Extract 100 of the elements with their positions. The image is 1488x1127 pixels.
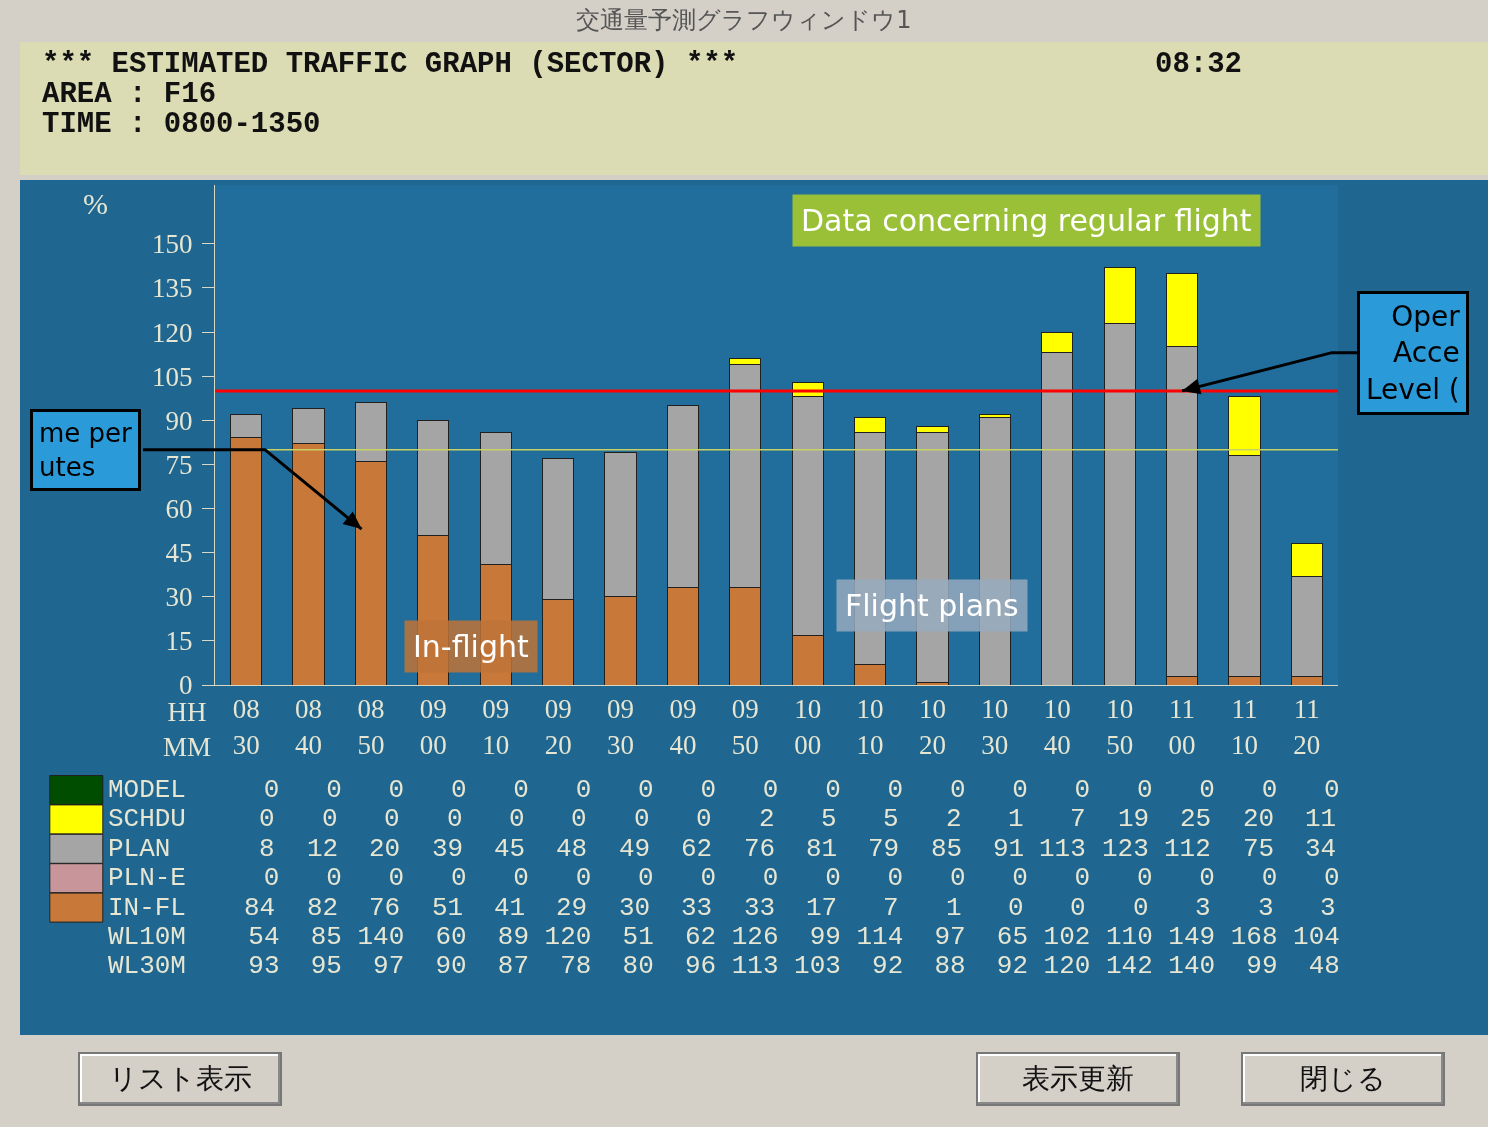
text: リスト表示 xyxy=(78,1052,282,1106)
data-label: 33 xyxy=(744,893,776,923)
y-tick-label: 135 xyxy=(152,273,193,304)
x-tick-label: 11 20 xyxy=(1293,694,1321,760)
text: 0 0 0 0 0 0 0 0 0 0 0 0 0 0 0 0 0 0 xyxy=(217,775,1340,805)
text: 交通量予測グラフウィンドウ1 xyxy=(575,5,913,36)
data-label: 0 xyxy=(259,804,275,834)
annotation: Data concerning regular flight xyxy=(801,203,1252,238)
data-label: 17 xyxy=(806,893,838,923)
x-tick-label: 08 50 xyxy=(357,694,385,760)
y-tick-label: 75 xyxy=(165,449,193,480)
annotation: Flight plans xyxy=(845,588,1019,623)
y-tick-label: 30 xyxy=(165,582,193,613)
data-label: 79 xyxy=(868,834,900,864)
data-label: 84 xyxy=(244,893,276,923)
data-label: 0 xyxy=(447,804,463,834)
legend-label: MODEL xyxy=(108,775,186,805)
data-label: 29 xyxy=(556,893,588,923)
annotation: In-flight xyxy=(413,629,529,664)
data-label: 123 xyxy=(1102,834,1149,864)
data-label: 85 xyxy=(931,834,963,864)
data-label: 0 xyxy=(384,804,400,834)
x-tick-label: 09 50 xyxy=(731,694,759,760)
x-tick-label: 11 10 xyxy=(1230,694,1258,760)
x-tick-label: 09 20 xyxy=(544,694,572,760)
text: WL10M 54 85 140 60 89 120 51 62 126 99 114 97 65 102 110 149 168 104 xyxy=(108,922,1340,952)
data-label: 62 xyxy=(681,834,713,864)
data-label: 8 xyxy=(259,834,275,864)
data-label: 20 xyxy=(1243,804,1275,834)
data-label: 48 xyxy=(556,834,588,864)
data-label: 0 xyxy=(634,804,650,834)
data-label: 19 xyxy=(1118,804,1150,834)
x-tick-label: 08 40 xyxy=(295,694,323,760)
data-label: 25 xyxy=(1180,804,1212,834)
text: WL30M 93 95 97 90 87 78 80 96 113 103 92 88 92 120 142 140 99 48 xyxy=(108,951,1340,981)
y-tick-label: 120 xyxy=(152,317,193,348)
data-label: 12 xyxy=(307,834,339,864)
text: 08:32 xyxy=(1155,48,1243,81)
x-tick-label: 10 20 xyxy=(918,694,946,760)
x-tick-label: 10 10 xyxy=(856,694,884,760)
data-label: 0 xyxy=(322,804,338,834)
data-label: 0 xyxy=(696,804,712,834)
chart-title: *** ESTIMATED TRAFFIC GRAPH (SECTOR) *** xyxy=(42,48,739,81)
data-label: 0 xyxy=(1133,893,1149,923)
data-label: 0 xyxy=(571,804,587,834)
y-axis-title: % xyxy=(83,187,108,220)
data-label: 76 xyxy=(369,893,401,923)
data-label: 3 xyxy=(1320,893,1336,923)
data-label: 49 xyxy=(619,834,651,864)
text: 表示更新 xyxy=(976,1052,1180,1106)
text: 0 0 0 0 0 0 0 0 0 0 0 0 0 0 0 0 0 0 xyxy=(217,863,1340,893)
x-tick-label: 11 00 xyxy=(1168,694,1196,760)
data-label: 81 xyxy=(806,834,838,864)
x-tick-label: 10 30 xyxy=(981,694,1009,760)
text: me per utes xyxy=(39,418,133,482)
data-label: 75 xyxy=(1243,834,1275,864)
x-tick-label: 10 40 xyxy=(1043,694,1071,760)
data-label: 2 xyxy=(946,804,962,834)
data-label: 33 xyxy=(681,893,713,923)
y-tick-label: 90 xyxy=(165,405,193,436)
data-label: 7 xyxy=(883,893,899,923)
data-label: 41 xyxy=(494,893,526,923)
data-label: 45 xyxy=(494,834,526,864)
data-label: 5 xyxy=(883,804,899,834)
data-label: 39 xyxy=(432,834,464,864)
y-tick-label: 45 xyxy=(165,538,193,569)
y-tick-label: 15 xyxy=(165,626,193,657)
x-tick-label: 09 30 xyxy=(607,694,635,760)
data-label: 2 xyxy=(759,804,775,834)
data-label: 3 xyxy=(1195,893,1211,923)
x-tick-label: 09 10 xyxy=(482,694,510,760)
data-label: 1 xyxy=(1008,804,1024,834)
text: 閉じる xyxy=(1241,1052,1445,1106)
data-label: 91 xyxy=(993,834,1025,864)
data-label: 7 xyxy=(1070,804,1086,834)
data-label: 3 xyxy=(1258,893,1274,923)
data-label: 1 xyxy=(946,893,962,923)
data-label: 0 xyxy=(509,804,525,834)
data-label: 113 xyxy=(1039,834,1086,864)
data-label: 76 xyxy=(744,834,776,864)
data-label: 30 xyxy=(619,893,651,923)
x-tick-label: 08 30 xyxy=(232,694,260,760)
x-tick-label: 09 40 xyxy=(669,694,697,760)
chart-subtitle: AREA : F16 TIME : 0800-1350 xyxy=(42,78,321,141)
data-label: 51 xyxy=(432,893,464,923)
data-label: 112 xyxy=(1164,834,1211,864)
data-label: 5 xyxy=(821,804,837,834)
data-label: 0 xyxy=(1008,893,1024,923)
legend-label: SCHDU xyxy=(108,804,186,834)
data-label: 34 xyxy=(1305,834,1337,864)
x-tick-label: 09 00 xyxy=(419,694,447,760)
x-tick-label: 10 00 xyxy=(794,694,822,760)
data-label: 11 xyxy=(1305,804,1337,834)
y-tick-label: 105 xyxy=(152,361,193,392)
annotation: Oper Acce Level ( xyxy=(1366,300,1461,406)
legend-label: IN-FL xyxy=(108,893,186,923)
x-tick-label: 10 50 xyxy=(1106,694,1134,760)
y-tick-label: 60 xyxy=(165,493,193,524)
data-label: 82 xyxy=(307,893,339,923)
legend-label: PLAN xyxy=(108,834,171,864)
